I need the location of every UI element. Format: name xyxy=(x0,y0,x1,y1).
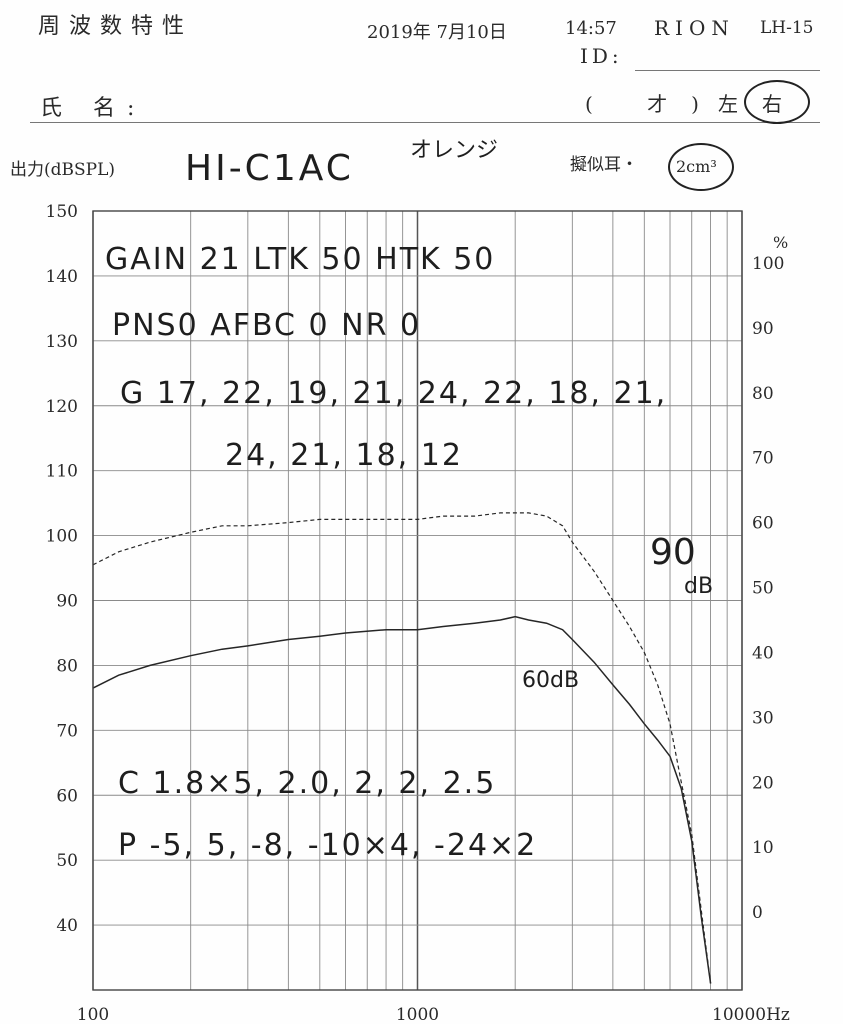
name-underline xyxy=(30,122,820,123)
y-tick-label-left: 140 xyxy=(46,267,78,287)
y-tick-label-right: 50 xyxy=(752,579,774,599)
measurement-time: 14:57 xyxy=(565,18,617,39)
y-tick-label-left: 70 xyxy=(56,721,78,741)
age-label: ( 才) xyxy=(585,92,723,116)
id-label: ID: xyxy=(580,44,623,68)
x-tick-label: 1000 xyxy=(396,1005,439,1024)
y-tick-label-left: 100 xyxy=(46,527,78,547)
y-axis-right-ticks: % 0 10 20 30 40 50 60 70 80 90 100 xyxy=(752,233,788,923)
y-tick-label-left: 50 xyxy=(56,851,78,871)
compression-note: C 1.8×5, 2.0, 2, 2, 2.5 xyxy=(118,766,497,801)
y-axis-left-ticks: 40 50 60 70 80 90 100 110 120 130 140 150 xyxy=(46,202,78,936)
mpo-note: P -5, 5, -8, -10×4, -24×2 xyxy=(118,828,538,863)
y-tick-label-right: 90 xyxy=(752,319,774,339)
series-line-60db xyxy=(92,615,712,984)
y-tick-label-right: 100 xyxy=(752,254,784,274)
label-90db-number: 90 xyxy=(650,532,696,573)
output-axis-label: 出力(dBSPL) xyxy=(10,160,116,180)
ear-left-label: 左 xyxy=(718,92,738,116)
name-label: 氏 名: xyxy=(40,96,147,121)
y-tick-label-right: 60 xyxy=(752,514,774,534)
y-tick-label-left: 80 xyxy=(56,656,78,676)
y-tick-label-right: 0 xyxy=(752,903,763,923)
measurement-date: 2019年 7月10日 xyxy=(367,22,507,43)
device-name-handwritten: HI-C1AC xyxy=(185,148,354,189)
gain-settings-note: GAIN 21 LTK 50 HTK 50 xyxy=(105,242,496,277)
y-tick-label-left: 120 xyxy=(46,397,78,417)
y-tick-label-left: 110 xyxy=(46,462,78,482)
brand-name: RION xyxy=(654,16,735,40)
y-tick-label-right: 30 xyxy=(752,708,774,728)
series-line-90db xyxy=(92,512,712,984)
y-tick-label-left: 40 xyxy=(56,916,78,936)
y-tick-label-left: 60 xyxy=(56,786,78,806)
series-layer xyxy=(92,512,712,984)
label-90db-unit: dB xyxy=(684,574,714,599)
gain-per-channel-note-1: G 17, 22, 19, 21, 24, 22, 18, 21, xyxy=(120,376,668,411)
plot-border xyxy=(92,210,743,991)
y-tick-label-right: 20 xyxy=(752,773,774,793)
y-tick-label-left: 90 xyxy=(56,592,78,612)
form-title: 周波数特性 xyxy=(38,14,194,39)
x-tick-label: 10000Hz xyxy=(712,1005,790,1024)
y-tick-label-right: 10 xyxy=(752,838,774,858)
color-note-handwritten: オレンジ xyxy=(410,138,499,163)
chart-frame xyxy=(92,210,743,991)
label-60db: 60dB xyxy=(522,668,580,693)
x-axis-ticks: 100 1000 10000Hz xyxy=(77,1005,790,1024)
coupler-label: 擬似耳・ xyxy=(570,155,638,175)
y-tick-label-left: 150 xyxy=(46,202,78,222)
y-tick-label-right: 80 xyxy=(752,384,774,404)
y-axis-right-unit: % xyxy=(773,233,788,252)
x-tick-label: 100 xyxy=(77,1005,109,1024)
pns-afbc-nr-note: PNS0 AFBC 0 NR 0 xyxy=(112,308,422,343)
model-number: LH-15 xyxy=(760,18,814,38)
y-tick-label-left: 130 xyxy=(46,332,78,352)
gain-per-channel-note-2: 24, 21, 18, 12 xyxy=(225,438,463,473)
y-tick-label-right: 40 xyxy=(752,643,774,663)
coupler-selection-circle xyxy=(668,143,734,191)
y-tick-label-right: 70 xyxy=(752,449,774,469)
ear-selection-circle xyxy=(744,80,810,124)
id-underline xyxy=(635,70,820,71)
